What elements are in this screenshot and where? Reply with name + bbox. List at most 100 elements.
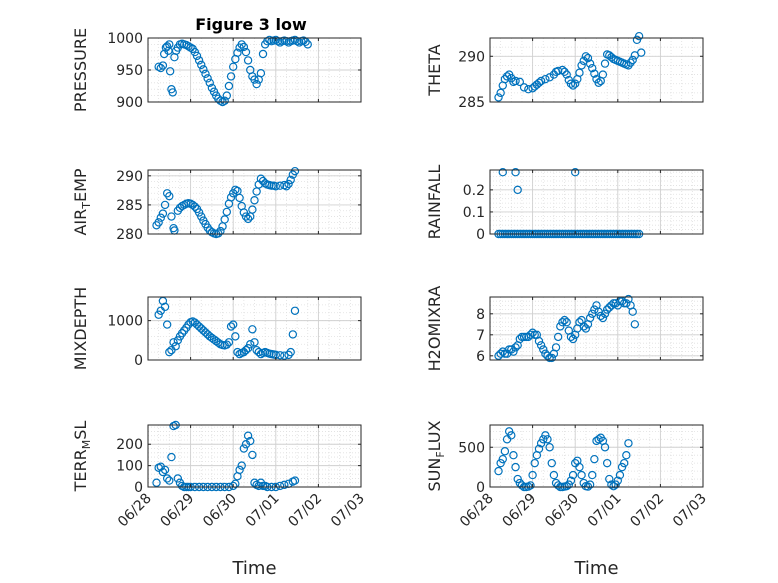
data-point xyxy=(235,465,244,475)
data-point xyxy=(619,458,629,468)
data-point xyxy=(543,435,552,444)
data-point xyxy=(534,78,544,88)
data-point xyxy=(628,307,637,316)
subplot-pressure: 900 950 1000 PRESSURE xyxy=(71,28,362,112)
data-point xyxy=(494,93,503,102)
data-point xyxy=(575,462,584,472)
axes-box xyxy=(489,296,704,361)
data-point xyxy=(165,40,174,49)
data-point xyxy=(571,168,580,177)
data-point xyxy=(626,58,635,67)
y-tick-label: 285 xyxy=(116,198,143,214)
data-point xyxy=(233,48,242,57)
data-point xyxy=(622,451,631,460)
axes-box xyxy=(489,169,704,235)
data-point xyxy=(214,229,223,238)
data-point xyxy=(205,78,214,88)
data-point xyxy=(243,56,253,65)
data-point xyxy=(167,452,176,462)
data-point xyxy=(194,56,204,65)
data-point xyxy=(617,462,627,472)
data-point xyxy=(158,61,168,70)
data-point xyxy=(624,439,633,448)
data-point xyxy=(541,349,550,358)
y-tick-label: 0 xyxy=(134,480,143,496)
y-axis-label: TERRMSL xyxy=(71,421,93,493)
data-point xyxy=(194,208,204,217)
data-point xyxy=(256,174,266,183)
data-point xyxy=(553,481,563,490)
data-point xyxy=(231,332,240,341)
data-point xyxy=(528,328,537,337)
data-point xyxy=(583,53,593,63)
y-tick-label: 100 xyxy=(116,459,143,475)
data-point xyxy=(160,465,170,475)
data-point xyxy=(513,474,522,484)
figure-title: Figure 3 low xyxy=(195,15,307,34)
data-point xyxy=(624,61,633,70)
data-point xyxy=(167,212,176,221)
y-axis-label-subscript: F xyxy=(434,451,447,457)
data-point xyxy=(511,462,520,472)
data-point xyxy=(226,193,236,202)
data-point xyxy=(190,202,200,211)
data-point xyxy=(160,302,170,312)
data-point xyxy=(175,203,185,213)
data-point xyxy=(156,63,165,73)
data-point xyxy=(594,435,603,444)
data-point xyxy=(165,191,174,201)
data-point xyxy=(577,470,586,480)
y-axis-label-main: TERR xyxy=(71,449,90,492)
data-point xyxy=(545,73,554,82)
data-point xyxy=(252,79,261,89)
data-point xyxy=(239,42,249,52)
data-point xyxy=(609,482,618,491)
data-point xyxy=(581,52,591,61)
data-point xyxy=(280,480,289,490)
data-point xyxy=(588,63,597,73)
data-point xyxy=(615,470,625,480)
data-point xyxy=(558,318,567,327)
data-point xyxy=(201,69,210,79)
axes-box xyxy=(147,169,362,235)
data-point xyxy=(498,168,507,177)
data-point xyxy=(530,458,539,468)
plot-area xyxy=(490,297,703,360)
y-tick-label: 900 xyxy=(116,95,143,111)
data-point xyxy=(241,345,251,355)
data-point xyxy=(220,96,229,105)
data-point xyxy=(553,66,563,76)
data-point xyxy=(248,325,257,334)
data-point xyxy=(286,175,295,185)
axes-box xyxy=(489,424,704,488)
data-point xyxy=(224,338,234,347)
y-tick-label: 285 xyxy=(458,95,485,111)
data-point xyxy=(494,466,503,476)
data-point xyxy=(222,207,232,217)
data-point xyxy=(545,443,554,452)
data-point xyxy=(220,215,229,224)
data-point xyxy=(534,444,544,454)
data-point xyxy=(233,347,242,357)
data-point xyxy=(168,88,177,97)
data-point xyxy=(634,31,644,41)
data-point xyxy=(566,79,576,88)
data-point xyxy=(509,347,518,356)
data-point xyxy=(239,444,249,453)
data-point xyxy=(152,478,161,487)
data-point xyxy=(568,470,578,480)
data-point xyxy=(526,481,535,490)
data-point xyxy=(250,338,259,347)
data-point xyxy=(519,83,529,92)
data-point xyxy=(556,322,565,331)
data-point xyxy=(588,470,597,480)
data-point xyxy=(226,322,236,331)
data-point xyxy=(241,47,251,57)
data-point xyxy=(594,78,603,88)
data-point xyxy=(539,435,548,444)
data-point xyxy=(637,48,646,57)
data-point xyxy=(602,305,612,314)
data-point xyxy=(243,214,253,224)
